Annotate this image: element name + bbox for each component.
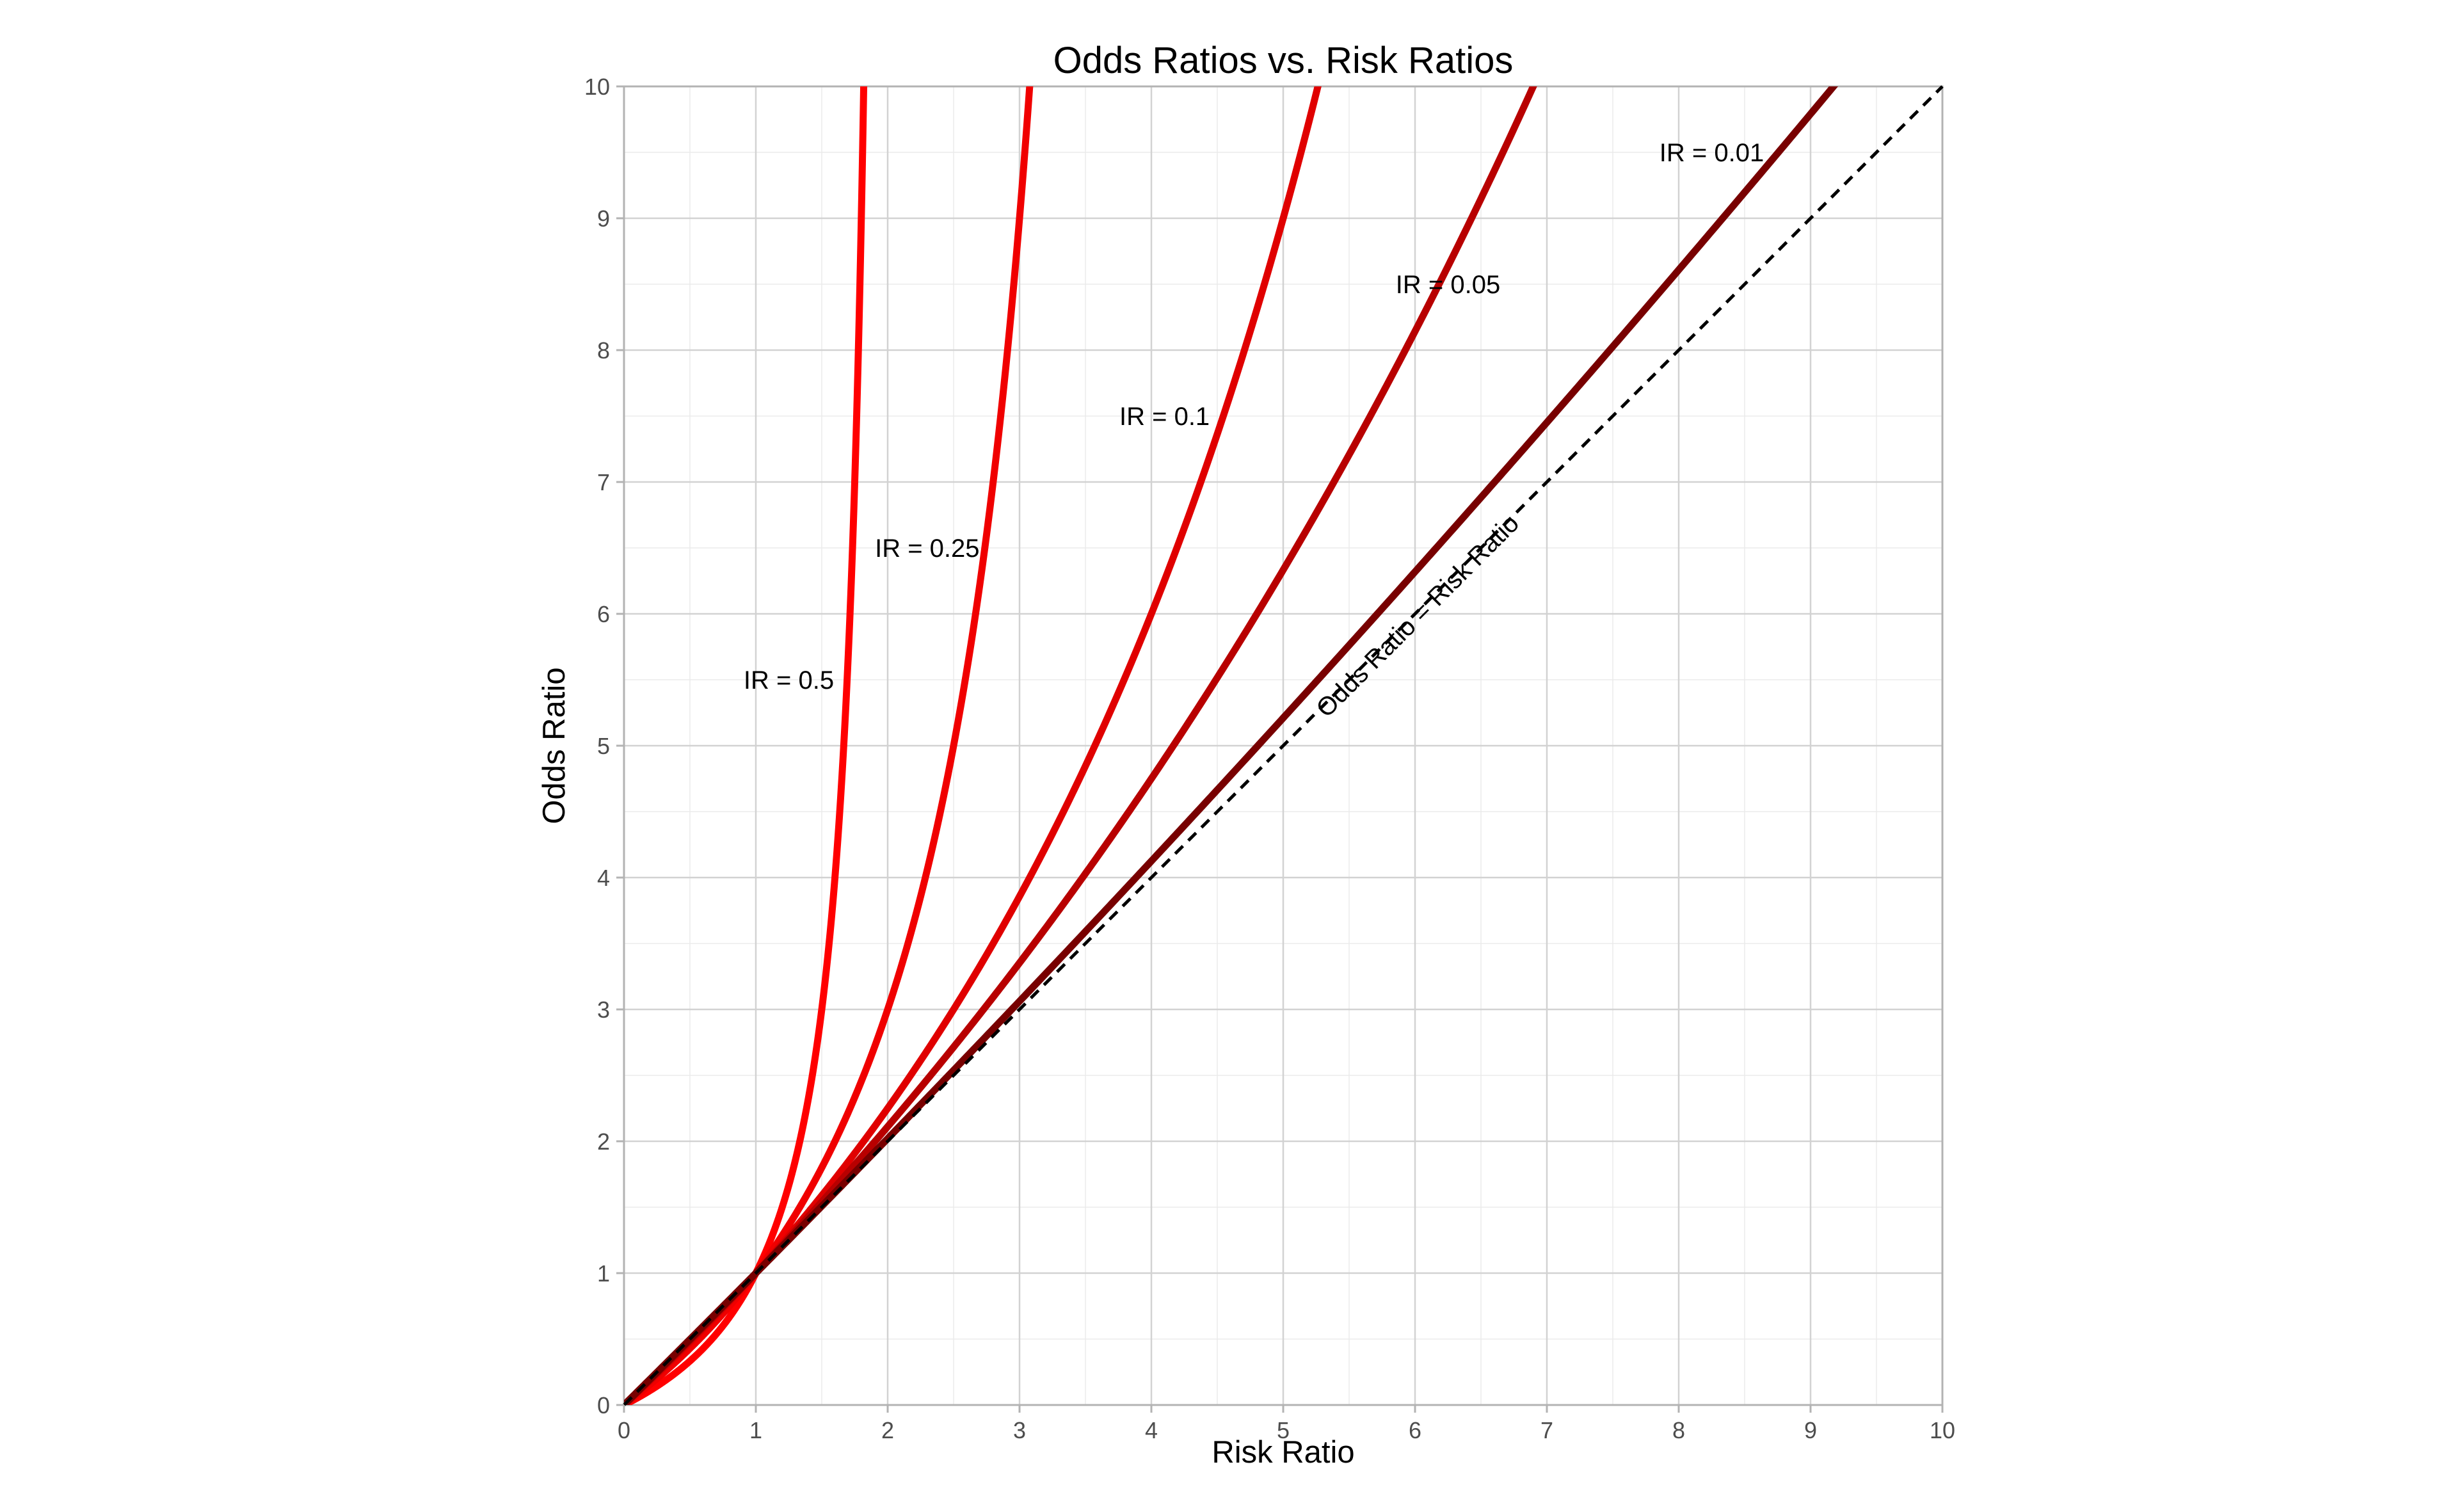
y-tick-label: 0 [597, 1392, 610, 1418]
series-line [624, 86, 868, 1405]
x-tick-label: 6 [1409, 1417, 1421, 1443]
y-axis-title: Odds Ratio [537, 667, 572, 824]
y-tick-label: 7 [597, 469, 610, 495]
series-labels: IR = 0.5 IR = 0.25 IR = 0.1 IR = 0.05 IR = 0… [744, 139, 1764, 723]
y-tick-label: 6 [597, 601, 610, 627]
series-line [624, 86, 1537, 1405]
x-tick-label: 3 [1013, 1417, 1026, 1443]
series-line [624, 86, 1322, 1405]
series-line [624, 86, 1839, 1405]
series-label: IR = 0.25 [875, 534, 979, 563]
reference-line-label: Odds Ratio = Risk Ratio [1311, 510, 1524, 723]
tick-labels: 0 1 2 3 4 5 6 7 8 9 10 0 1 2 3 4 5 6 7 8 9 10 [584, 74, 1955, 1443]
x-tick-label: 9 [1804, 1417, 1817, 1443]
y-tick-label: 2 [597, 1128, 610, 1155]
x-tick-label: 7 [1540, 1417, 1553, 1443]
y-tick-label: 9 [597, 205, 610, 232]
x-tick-label: 5 [1277, 1417, 1290, 1443]
y-tick-label: 4 [597, 865, 610, 891]
series-line [624, 86, 1034, 1405]
series-label: IR = 0.05 [1396, 271, 1500, 299]
x-tick-label: 0 [618, 1417, 630, 1443]
y-tick-label: 5 [597, 733, 610, 759]
reference-line [623, 85, 1944, 1406]
x-tick-label: 10 [1930, 1417, 1955, 1443]
y-tick-label: 1 [597, 1260, 610, 1287]
x-tick-label: 1 [749, 1417, 762, 1443]
y-tick-label: 8 [597, 337, 610, 364]
chart-title: Odds Ratios vs. Risk Ratios [1053, 40, 1514, 81]
series-label: IR = 0.1 [1119, 403, 1210, 431]
x-tick-label: 4 [1145, 1417, 1158, 1443]
series-lines [624, 86, 1839, 1405]
x-tick-label: 2 [881, 1417, 894, 1443]
series-label: IR = 0.5 [744, 666, 834, 694]
series-label: IR = 0.01 [1660, 139, 1764, 167]
y-tick-label: 3 [597, 997, 610, 1023]
identity-line [623, 85, 1944, 1406]
x-axis-title: Risk Ratio [1212, 1435, 1354, 1470]
y-tick-label: 10 [584, 74, 610, 100]
x-tick-label: 8 [1672, 1417, 1685, 1443]
